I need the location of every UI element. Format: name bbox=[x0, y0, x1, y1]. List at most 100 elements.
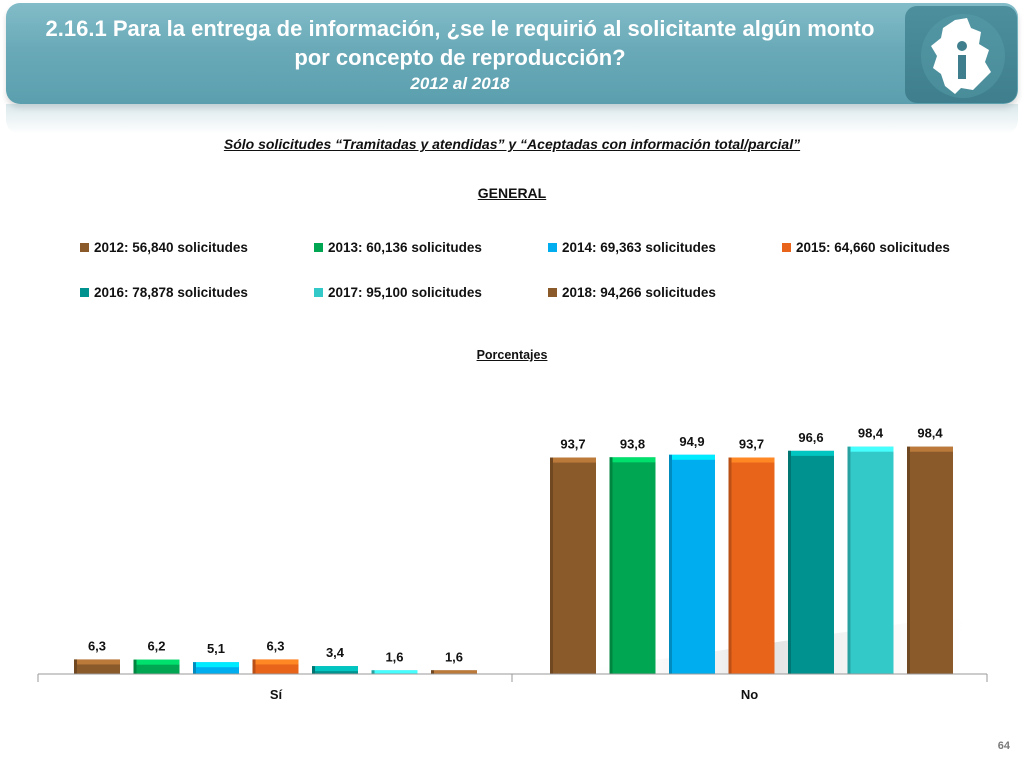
bar-left-edge bbox=[133, 659, 137, 674]
legend-swatch bbox=[782, 243, 791, 252]
data-label: 1,6 bbox=[445, 649, 463, 664]
bar-si-0 bbox=[74, 659, 120, 674]
bar-no-6 bbox=[907, 446, 953, 674]
legend-swatch bbox=[314, 243, 323, 252]
title-line-2: por concepto de reproducción? bbox=[294, 45, 626, 70]
bar-left-edge bbox=[550, 457, 553, 674]
bar-top-bevel bbox=[133, 659, 180, 665]
bar-left-edge bbox=[907, 446, 910, 674]
bar-body bbox=[728, 457, 775, 674]
x-tick-label: Sí bbox=[270, 687, 283, 702]
bar-top-bevel bbox=[431, 670, 477, 674]
data-label: 1,6 bbox=[385, 649, 403, 664]
bar-no-0 bbox=[550, 457, 596, 674]
title-years: 2012 al 2018 bbox=[410, 74, 510, 93]
bar-si-2 bbox=[193, 662, 239, 674]
legend-label: 2012: 56,840 solicitudes bbox=[94, 240, 248, 255]
data-label: 98,4 bbox=[917, 426, 943, 441]
legend-item-2016: 2016: 78,878 solicitudes bbox=[80, 285, 248, 300]
bar-si-3 bbox=[252, 659, 299, 674]
bar-top-bevel bbox=[609, 457, 656, 463]
bar-top-bevel bbox=[312, 666, 358, 672]
data-label: 3,4 bbox=[326, 645, 345, 660]
bar-left-edge bbox=[252, 659, 256, 674]
bar-top-bevel bbox=[669, 454, 715, 460]
bar-top-bevel bbox=[74, 659, 120, 665]
bar-top-bevel bbox=[907, 446, 953, 452]
legend-swatch bbox=[548, 243, 557, 252]
bar-top-bevel bbox=[847, 446, 894, 452]
data-label: 6,3 bbox=[88, 638, 106, 653]
bar-left-edge bbox=[431, 670, 434, 674]
bar-no-5 bbox=[847, 446, 894, 674]
legend-item-2015: 2015: 64,660 solicitudes bbox=[782, 240, 950, 255]
y-axis-label: Porcentajes bbox=[476, 348, 548, 362]
bar-body bbox=[550, 457, 596, 674]
bar-no-4 bbox=[788, 450, 834, 674]
banner-shadow bbox=[6, 104, 1018, 134]
legend-item-2012: 2012: 56,840 solicitudes bbox=[80, 240, 248, 255]
bar-top-bevel bbox=[371, 670, 418, 674]
bar-left-edge bbox=[193, 662, 196, 674]
data-label: 98,4 bbox=[858, 426, 884, 441]
bar-top-bevel bbox=[550, 457, 596, 463]
bar-body bbox=[847, 446, 894, 674]
bar-left-edge bbox=[74, 659, 77, 674]
data-label: 93,8 bbox=[620, 436, 645, 451]
bar-si-1 bbox=[133, 659, 180, 674]
bar-top-bevel bbox=[788, 450, 834, 456]
bar-body bbox=[788, 450, 834, 674]
legend-swatch bbox=[80, 288, 89, 297]
data-label: 93,7 bbox=[739, 437, 764, 452]
data-label: 5,1 bbox=[207, 641, 225, 656]
legend-swatch bbox=[548, 288, 557, 297]
page-number: 64 bbox=[997, 740, 1010, 752]
bar-top-bevel bbox=[193, 662, 239, 668]
legend-label: 2015: 64,660 solicitudes bbox=[796, 240, 950, 255]
bar-left-edge bbox=[847, 446, 851, 674]
bar-left-edge bbox=[669, 454, 672, 674]
page-title: 2.16.1 Para la entrega de información, ¿… bbox=[20, 14, 900, 96]
bar-no-1 bbox=[609, 457, 656, 674]
legend-label: 2017: 95,100 solicitudes bbox=[328, 285, 482, 300]
legend-item-2018: 2018: 94,266 solicitudes bbox=[548, 285, 716, 300]
bar-left-edge bbox=[371, 670, 375, 674]
bar-si-4 bbox=[312, 666, 358, 674]
legend-label: 2018: 94,266 solicitudes bbox=[562, 285, 716, 300]
bar-top-bevel bbox=[252, 659, 299, 665]
bar-body bbox=[193, 662, 239, 674]
title-banner bbox=[6, 3, 1018, 104]
logo bbox=[905, 6, 1017, 103]
data-label: 96,6 bbox=[798, 430, 823, 445]
legend-swatch bbox=[314, 288, 323, 297]
data-label: 94,9 bbox=[679, 434, 704, 449]
data-label: 6,2 bbox=[147, 639, 165, 654]
legend-item-2013: 2013: 60,136 solicitudes bbox=[314, 240, 482, 255]
legend-swatch bbox=[80, 243, 89, 252]
bar-si-6 bbox=[431, 670, 477, 674]
data-label: 6,3 bbox=[266, 638, 284, 653]
bar-left-edge bbox=[728, 457, 732, 674]
cdmx-map-info-logo-icon bbox=[921, 14, 1005, 98]
bar-left-edge bbox=[788, 450, 791, 674]
bar-si-5 bbox=[371, 670, 418, 674]
legend-label: 2016: 78,878 solicitudes bbox=[94, 285, 248, 300]
legend-label: 2014: 69,363 solicitudes bbox=[562, 240, 716, 255]
x-tick-label: No bbox=[741, 687, 758, 702]
legend-label: 2013: 60,136 solicitudes bbox=[328, 240, 482, 255]
scope-note: Sólo solicitudes “Tramitadas y atendidas… bbox=[223, 136, 801, 152]
bar-top-bevel bbox=[728, 457, 775, 463]
data-label: 93,7 bbox=[560, 437, 585, 452]
title-line-1: 2.16.1 Para la entrega de información, ¿… bbox=[45, 16, 875, 41]
bar-body bbox=[669, 454, 715, 674]
bar-left-edge bbox=[609, 457, 613, 674]
bar-left-edge bbox=[312, 666, 315, 674]
bar-no-2 bbox=[669, 454, 715, 674]
bar-body bbox=[609, 457, 656, 674]
chart-title: GENERAL bbox=[477, 185, 547, 201]
legend-item-2014: 2014: 69,363 solicitudes bbox=[548, 240, 716, 255]
legend-item-2017: 2017: 95,100 solicitudes bbox=[314, 285, 482, 300]
bar-no-3 bbox=[728, 457, 775, 674]
bar-body bbox=[907, 446, 953, 674]
